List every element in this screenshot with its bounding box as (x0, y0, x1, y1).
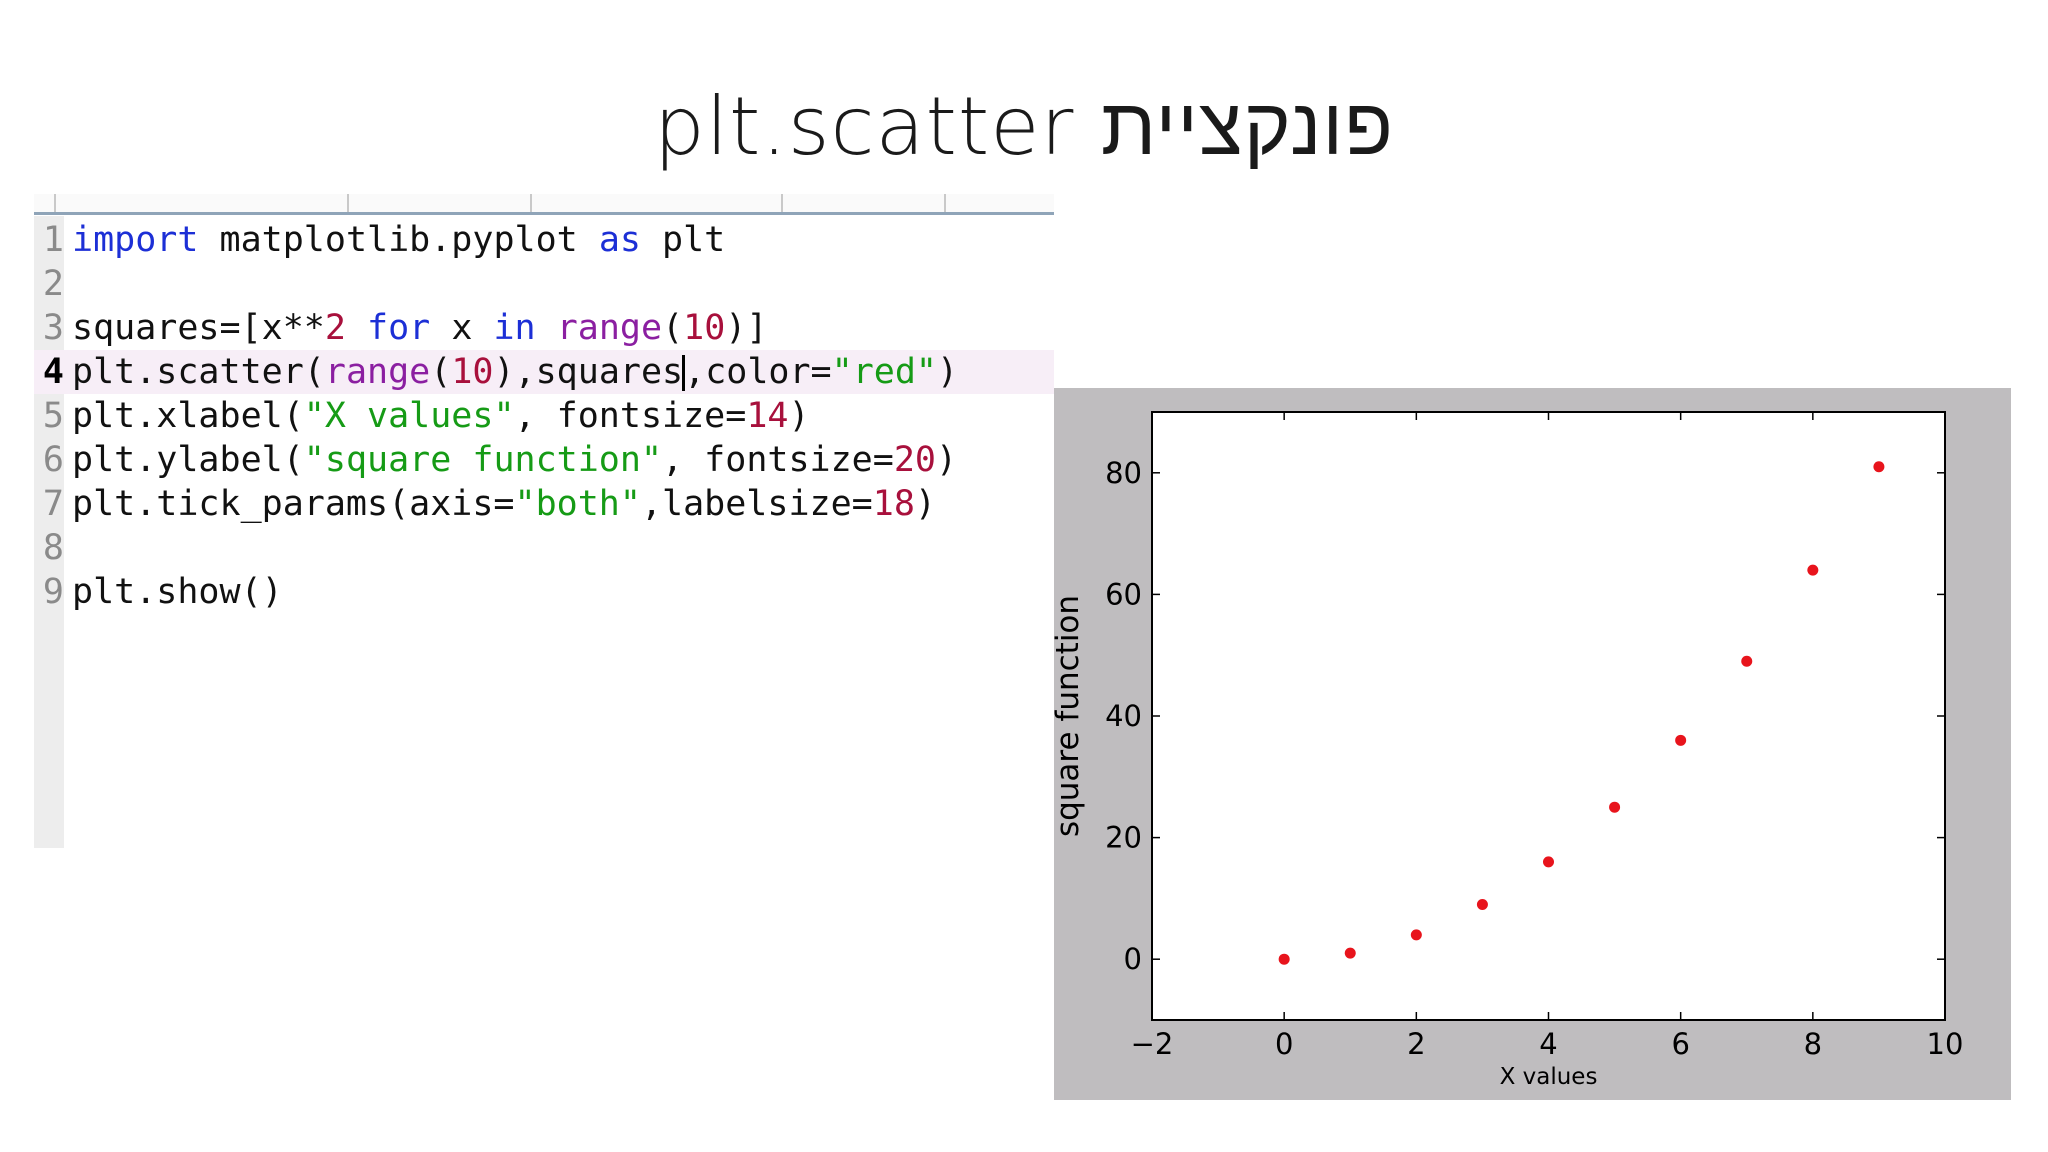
line-number: 9 (42, 572, 64, 612)
y-tick-label: 40 (1105, 699, 1142, 733)
y-tick-label: 20 (1105, 821, 1142, 855)
code-token: ) (935, 440, 958, 480)
code-token: matplotlib.pyplot (198, 220, 599, 260)
tab-separator (944, 194, 946, 212)
code-token: 14 (746, 396, 789, 436)
code-line-4[interactable]: 4 plt.scatter(range(10),squares,color="re… (34, 350, 1054, 394)
plot-area (1151, 411, 1946, 1021)
code-token: , fontsize= (662, 440, 894, 480)
code-token: plt.show() (72, 572, 283, 612)
code-token: )] (725, 308, 768, 348)
x-tick-label: 0 (1275, 1027, 1293, 1061)
data-point (1410, 929, 1422, 941)
line-number: 6 (42, 440, 64, 480)
code-token: ) (788, 396, 810, 436)
data-point (1741, 655, 1753, 667)
code-token: range (324, 352, 431, 392)
code-editor[interactable]: 1 import matplotlib.pyplot as plt 2 3 square… (34, 194, 1054, 848)
code-line-8[interactable]: 8 (34, 526, 1054, 570)
code-token: x (430, 308, 494, 348)
line-number: 4 (42, 352, 64, 392)
code-token: ( (430, 352, 452, 392)
code-token: 10 (683, 308, 726, 348)
code-token: 18 (872, 484, 915, 524)
code-token: for (367, 308, 431, 348)
x-tick-label: −2 (1131, 1027, 1174, 1061)
code-token: ,labelsize= (640, 484, 873, 524)
data-point (1675, 734, 1687, 746)
code-token: , fontsize= (514, 396, 747, 436)
code-token: as (598, 220, 641, 260)
x-tick-label: 8 (1804, 1027, 1822, 1061)
code-token: "red" (831, 352, 937, 392)
x-tick-label: 4 (1539, 1027, 1557, 1061)
code-token: ),squares (493, 352, 684, 392)
editor-tab-strip[interactable] (34, 194, 1054, 215)
code-token (346, 308, 367, 348)
line-number: 8 (42, 528, 64, 568)
line-number-gutter (34, 216, 64, 848)
slide-title: פונקציית plt.scatter (654, 80, 1394, 173)
code-line-1[interactable]: 1 import matplotlib.pyplot as plt (34, 218, 1054, 262)
code-token: plt.xlabel( (72, 396, 304, 436)
line-number: 1 (42, 220, 64, 260)
line-number: 3 (42, 308, 64, 348)
text-cursor (682, 355, 686, 391)
code-token (536, 308, 557, 348)
y-axis-label: square function (1054, 595, 1086, 837)
code-token: in (493, 308, 536, 348)
x-tick-label: 6 (1671, 1027, 1689, 1061)
code-token: ,color= (684, 352, 832, 392)
code-token: range (556, 308, 663, 348)
y-tick-label: 0 (1124, 942, 1142, 976)
data-point (1476, 898, 1488, 910)
x-tick-label: 2 (1407, 1027, 1425, 1061)
code-token: plt.ylabel( (72, 440, 304, 480)
data-point (1344, 947, 1356, 959)
code-token: "both" (514, 484, 641, 524)
code-line-2[interactable]: 2 (34, 262, 1054, 306)
y-tick-label: 80 (1105, 456, 1142, 490)
data-point (1278, 953, 1290, 965)
tab-separator (54, 194, 56, 212)
code-token: plt (640, 220, 726, 260)
tab-separator (347, 194, 349, 212)
line-number: 2 (42, 264, 64, 304)
code-token: 10 (451, 352, 494, 392)
data-point (1807, 564, 1819, 576)
code-token: ( (662, 308, 684, 348)
tab-separator (530, 194, 532, 212)
x-axis-label: X values (1500, 1064, 1598, 1090)
tab-separator (781, 194, 783, 212)
code-token: ) (937, 352, 959, 392)
code-line-9[interactable]: 9 plt.show() (34, 570, 1054, 614)
code-token: plt.scatter( (72, 352, 325, 392)
code-token: "X values" (303, 396, 515, 436)
code-token: import (72, 220, 199, 260)
data-point (1873, 461, 1885, 473)
line-number: 7 (42, 484, 64, 524)
code-line-5[interactable]: 5 plt.xlabel("X values", fontsize=14) (34, 394, 1054, 438)
code-line-6[interactable]: 6 plt.ylabel("square function", fontsize=… (34, 438, 1054, 482)
code-line-3[interactable]: 3 squares=[x**2 for x in range(10)] (34, 306, 1054, 350)
scatter-plot-figure: −2 0 2 4 6 8 10 0 20 40 60 80 X values square functio… (1054, 388, 2011, 1100)
data-point (1609, 801, 1621, 813)
code-token: squares=[x** (72, 308, 325, 348)
scatter-plot: −2 0 2 4 6 8 10 0 20 40 60 80 X values square functio… (1054, 411, 1964, 1090)
code-token: "square function" (303, 440, 663, 480)
y-tick-label: 60 (1105, 577, 1142, 611)
line-number: 5 (42, 396, 64, 436)
code-token: plt.tick_params(axis= (72, 484, 515, 524)
code-line-7[interactable]: 7 plt.tick_params(axis="both",labelsize=1… (34, 482, 1054, 526)
data-point (1543, 856, 1554, 868)
code-token: 20 (893, 440, 936, 480)
code-token: ) (914, 484, 936, 524)
x-tick-label: 10 (1927, 1027, 1964, 1061)
code-token: 2 (324, 308, 346, 348)
